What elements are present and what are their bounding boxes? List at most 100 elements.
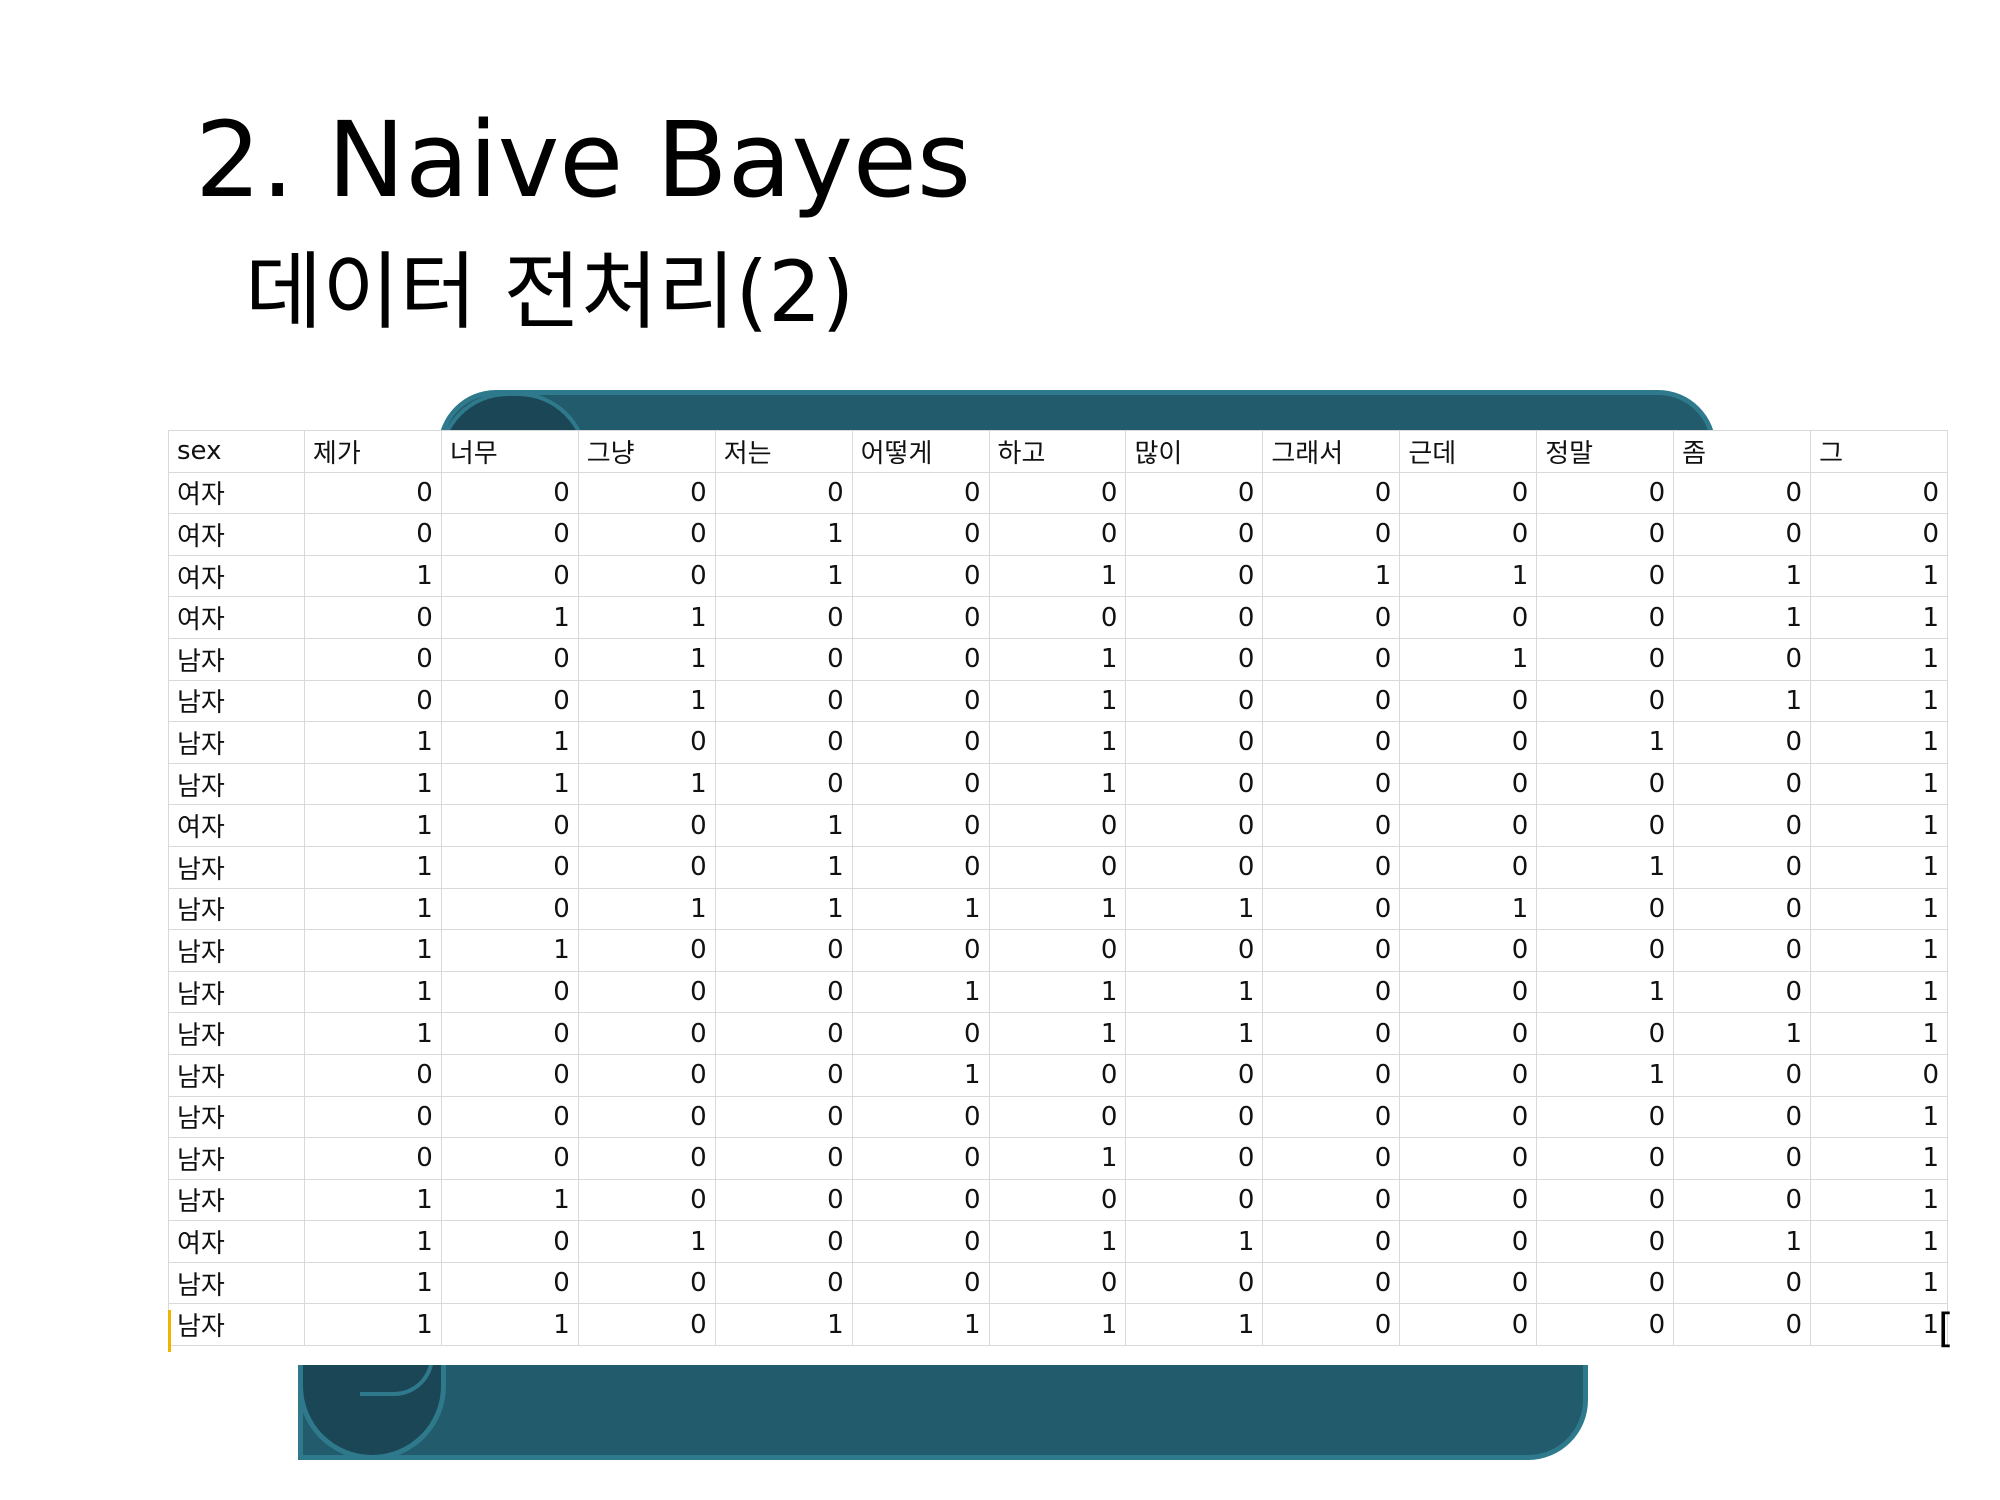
count-cell[interactable]: 0 (1399, 1012, 1538, 1055)
count-cell[interactable]: 0 (851, 804, 990, 847)
count-cell[interactable]: 0 (1262, 637, 1401, 681)
count-cell[interactable]: 0 (714, 1220, 853, 1263)
count-cell[interactable]: 1 (1810, 679, 1948, 723)
count-cell[interactable]: 1 (1810, 1012, 1948, 1055)
count-cell[interactable]: 1 (851, 1053, 990, 1097)
count-cell[interactable]: 1 (1125, 1012, 1264, 1055)
count-cell[interactable]: 0 (440, 804, 579, 847)
count-cell[interactable]: 0 (988, 513, 1127, 556)
sex-cell[interactable]: 남자 (168, 721, 305, 764)
count-cell[interactable]: 1 (1399, 887, 1538, 931)
count-cell[interactable]: 0 (577, 1178, 716, 1222)
count-cell[interactable]: 0 (577, 513, 716, 556)
count-cell[interactable]: 0 (1262, 1178, 1401, 1222)
count-cell[interactable]: 0 (1125, 929, 1264, 972)
count-cell[interactable]: 0 (1399, 1303, 1538, 1347)
count-cell[interactable]: 0 (714, 1261, 853, 1305)
column-header[interactable]: sex (168, 430, 305, 473)
count-cell[interactable]: 0 (1536, 1261, 1675, 1305)
count-cell[interactable]: 1 (1536, 721, 1675, 764)
count-cell[interactable]: 0 (1673, 471, 1812, 515)
count-cell[interactable]: 1 (988, 679, 1127, 723)
count-cell[interactable]: 0 (1125, 596, 1264, 639)
count-cell[interactable]: 0 (714, 1137, 853, 1180)
count-cell[interactable]: 1 (1536, 845, 1675, 889)
count-cell[interactable]: 0 (1399, 471, 1538, 515)
count-cell[interactable]: 0 (851, 471, 990, 515)
count-cell[interactable]: 1 (988, 554, 1127, 598)
count-cell[interactable]: 1 (303, 887, 442, 931)
count-cell[interactable]: 0 (1399, 721, 1538, 764)
count-cell[interactable]: 1 (1125, 970, 1264, 1014)
count-cell[interactable]: 0 (440, 845, 579, 889)
sex-cell[interactable]: 남자 (168, 1095, 305, 1139)
count-cell[interactable]: 0 (1810, 513, 1948, 556)
count-cell[interactable]: 0 (1536, 1095, 1675, 1139)
count-cell[interactable]: 1 (1810, 929, 1948, 972)
count-cell[interactable]: 0 (303, 1053, 442, 1097)
count-cell[interactable]: 0 (577, 970, 716, 1014)
count-cell[interactable]: 0 (440, 1137, 579, 1180)
count-cell[interactable]: 0 (1536, 554, 1675, 598)
count-cell[interactable]: 0 (577, 1137, 716, 1180)
count-cell[interactable]: 0 (1262, 1137, 1401, 1180)
count-cell[interactable]: 0 (851, 1012, 990, 1055)
count-cell[interactable]: 0 (303, 679, 442, 723)
count-cell[interactable]: 1 (714, 845, 853, 889)
count-cell[interactable]: 0 (1125, 471, 1264, 515)
count-cell[interactable]: 0 (1399, 1095, 1538, 1139)
count-cell[interactable]: 0 (303, 637, 442, 681)
count-cell[interactable]: 0 (1536, 1137, 1675, 1180)
count-cell[interactable]: 1 (1810, 762, 1948, 806)
count-cell[interactable]: 1 (303, 1261, 442, 1305)
count-cell[interactable]: 0 (851, 929, 990, 972)
sex-cell[interactable]: 여자 (168, 1220, 305, 1263)
count-cell[interactable]: 0 (440, 1053, 579, 1097)
count-cell[interactable]: 0 (1125, 1095, 1264, 1139)
count-cell[interactable]: 1 (988, 1220, 1127, 1263)
count-cell[interactable]: 0 (988, 1178, 1127, 1222)
count-cell[interactable]: 1 (440, 721, 579, 764)
sex-cell[interactable]: 남자 (168, 637, 305, 681)
count-cell[interactable]: 0 (988, 1095, 1127, 1139)
count-cell[interactable]: 0 (440, 887, 579, 931)
count-cell[interactable]: 1 (988, 637, 1127, 681)
column-header[interactable]: 정말 (1536, 430, 1675, 473)
sex-cell[interactable]: 여자 (168, 596, 305, 639)
count-cell[interactable]: 0 (1536, 513, 1675, 556)
sex-cell[interactable]: 남자 (168, 929, 305, 972)
count-cell[interactable]: 0 (988, 845, 1127, 889)
count-cell[interactable]: 1 (1810, 1303, 1948, 1347)
count-cell[interactable]: 0 (303, 1137, 442, 1180)
count-cell[interactable]: 0 (851, 596, 990, 639)
count-cell[interactable]: 0 (1399, 513, 1538, 556)
count-cell[interactable]: 1 (1810, 1220, 1948, 1263)
count-cell[interactable]: 1 (714, 1303, 853, 1347)
count-cell[interactable]: 0 (440, 679, 579, 723)
count-cell[interactable]: 1 (714, 887, 853, 931)
count-cell[interactable]: 1 (851, 1303, 990, 1347)
count-cell[interactable]: 0 (1399, 762, 1538, 806)
count-cell[interactable]: 0 (714, 1012, 853, 1055)
count-cell[interactable]: 0 (714, 679, 853, 723)
sex-cell[interactable]: 남자 (168, 1137, 305, 1180)
count-cell[interactable]: 1 (1810, 1261, 1948, 1305)
count-cell[interactable]: 0 (1262, 1261, 1401, 1305)
count-cell[interactable]: 0 (1125, 679, 1264, 723)
count-cell[interactable]: 1 (1673, 554, 1812, 598)
count-cell[interactable]: 0 (1673, 845, 1812, 889)
count-cell[interactable]: 0 (1673, 721, 1812, 764)
count-cell[interactable]: 1 (440, 1303, 579, 1347)
count-cell[interactable]: 0 (1262, 1095, 1401, 1139)
count-cell[interactable]: 0 (577, 1261, 716, 1305)
count-cell[interactable]: 0 (988, 1053, 1127, 1097)
count-cell[interactable]: 0 (1536, 596, 1675, 639)
count-cell[interactable]: 0 (1673, 1303, 1812, 1347)
count-cell[interactable]: 0 (714, 1053, 853, 1097)
count-cell[interactable]: 0 (1673, 762, 1812, 806)
sex-cell[interactable]: 남자 (168, 1178, 305, 1222)
count-cell[interactable]: 0 (988, 1261, 1127, 1305)
count-cell[interactable]: 0 (1125, 845, 1264, 889)
column-header[interactable]: 그래서 (1262, 430, 1401, 473)
count-cell[interactable]: 0 (1673, 1095, 1812, 1139)
